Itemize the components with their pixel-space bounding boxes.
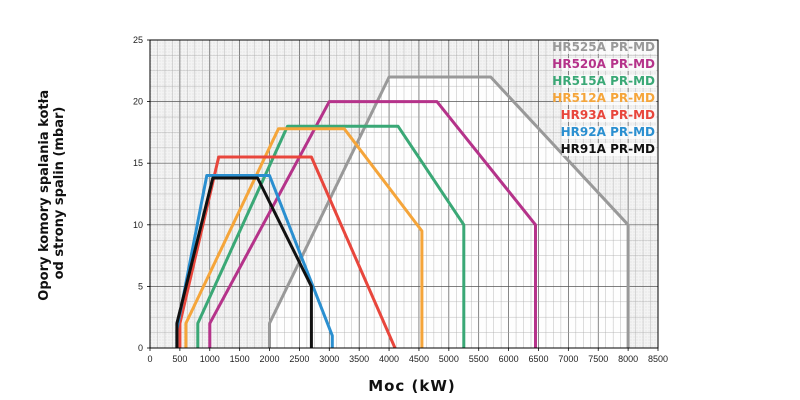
y-axis-label-line1: Opory komory spalania kotła: [37, 90, 52, 301]
x-tick-label: 3500: [349, 354, 369, 364]
legend-item: HR91A PR-MD: [561, 142, 655, 156]
series-line: [208, 100, 537, 348]
x-tick-label: 5000: [439, 354, 459, 364]
x-tick-label: 4500: [409, 354, 429, 364]
series-line: [178, 155, 397, 349]
legend-item: HR520A PR-MD: [552, 57, 655, 71]
series-line: [268, 75, 630, 348]
y-tick-label: 0: [138, 343, 143, 353]
x-tick-label: 5500: [469, 354, 489, 364]
series-line: [196, 124, 466, 348]
x-tick-label: 7000: [558, 354, 578, 364]
series-line: [184, 127, 424, 348]
legend-item: HR92A PR-MD: [561, 125, 655, 139]
y-tick-label: 20: [133, 97, 143, 107]
y-tick-label: 5: [138, 281, 143, 291]
x-tick-label: 3000: [319, 354, 339, 364]
legend-item-background: [562, 58, 656, 71]
x-tick-label: 8500: [648, 354, 668, 364]
series-line: [175, 176, 313, 348]
y-tick-label: 25: [133, 35, 143, 45]
x-tick-label: 8000: [618, 354, 638, 364]
x-tick-label: 2500: [289, 354, 309, 364]
x-tick-label: 0: [147, 354, 152, 364]
x-tick-label: 1000: [200, 354, 220, 364]
legend-item-background: [562, 143, 656, 156]
y-tick-label: 10: [133, 220, 143, 230]
x-tick-label: 7500: [588, 354, 608, 364]
plot-frame: [149, 39, 659, 349]
x-tick-label: 6000: [499, 354, 519, 364]
legend-item: HR512A PR-MD: [552, 91, 655, 105]
legend-item-background: [562, 41, 656, 54]
x-tick-label: 6500: [528, 354, 548, 364]
legend-item: HR515A PR-MD: [552, 74, 655, 88]
legend-item-background: [562, 126, 656, 139]
legend-item-background: [562, 92, 656, 105]
x-axis-label: Moc (kW): [368, 377, 456, 395]
x-tick-label: 500: [172, 354, 187, 364]
y-axis-label-line2: od strony spalin (mbar): [52, 107, 67, 280]
x-tick-label: 1500: [230, 354, 250, 364]
x-tick-label: 2000: [260, 354, 280, 364]
legend-item: HR93A PR-MD: [561, 108, 655, 122]
legend-item-background: [562, 75, 656, 88]
y-tick-label: 15: [133, 158, 143, 168]
legend-item-background: [562, 109, 656, 122]
legend-item: HR525A PR-MD: [552, 40, 655, 54]
x-tick-label: 4000: [379, 354, 399, 364]
y-axis-label: Opory komory spalania kotła od strony sp…: [37, 85, 67, 300]
